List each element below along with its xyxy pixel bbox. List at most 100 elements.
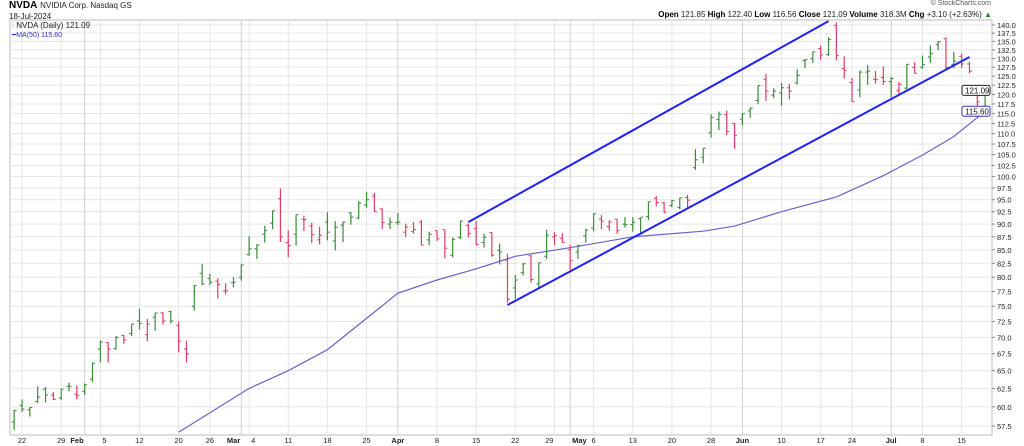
ohlc-bar xyxy=(43,386,49,403)
ohlc-bar xyxy=(779,82,785,106)
ohlc-bar xyxy=(348,212,354,225)
ohlc-bar xyxy=(191,285,197,311)
y-tick-label: 95.0 xyxy=(997,196,1012,205)
ohlc-bar xyxy=(426,231,432,246)
y-tick-label: 127.5 xyxy=(997,63,1016,72)
ohlc-stats: Open 121.85 High 122.40 Low 116.56 Close… xyxy=(658,10,992,19)
x-tick-label: 22 xyxy=(511,436,519,445)
ohlc-bars xyxy=(11,22,988,430)
y-tick-label: 120.0 xyxy=(997,90,1016,99)
ohlc-bar xyxy=(880,66,886,85)
y-tick-label: 87.5 xyxy=(997,233,1012,242)
ohlc-bar xyxy=(411,222,417,234)
ohlc-bar xyxy=(230,277,236,288)
high-value: 122.40 xyxy=(727,10,753,19)
ohlc-bar xyxy=(97,340,103,363)
ohlc-bar xyxy=(301,215,307,232)
ma50-layer xyxy=(178,110,986,433)
y-tick-label: 135.0 xyxy=(997,37,1016,46)
close-label: Close xyxy=(798,10,821,19)
ohlc-bar xyxy=(113,336,119,350)
ohlc-bar xyxy=(583,228,589,243)
ohlc-bar xyxy=(105,341,111,363)
ohlc-bar xyxy=(794,69,800,85)
ohlc-bar xyxy=(559,233,565,243)
ohlc-bar xyxy=(66,382,72,392)
company-name: NVIDIA Corp. Nasdaq GS xyxy=(40,1,132,10)
ohlc-bar xyxy=(598,215,604,230)
trendlines xyxy=(467,20,970,306)
y-tick-label: 112.5 xyxy=(997,120,1015,129)
x-tick-label: Jul xyxy=(886,436,897,445)
ohlc-bar xyxy=(324,212,330,241)
ma50-line xyxy=(178,110,986,433)
ohlc-bar xyxy=(481,233,487,248)
chart-date: 18-Jul-2024 xyxy=(9,12,52,21)
ma-badge: 115.60 xyxy=(965,107,989,116)
price-axis: 57.5 60.0 62.5 65.0 67.5 70.0 72.5 75.0 77.5 80.0… xyxy=(961,21,1016,431)
chg-value: +3.10 (+2.63%) xyxy=(926,10,982,19)
ohlc-bar xyxy=(50,392,56,401)
ohlc-bar xyxy=(58,388,64,401)
ohlc-bar xyxy=(473,221,479,246)
low-label: Low xyxy=(754,10,771,19)
x-tick-label: 15 xyxy=(472,436,480,445)
ohlc-bar xyxy=(332,221,338,251)
ohlc-bar xyxy=(896,81,902,95)
ohlc-bar xyxy=(685,195,691,209)
y-tick-label: 110.0 xyxy=(997,130,1015,139)
y-tick-label: 122.5 xyxy=(997,81,1016,90)
ohlc-bar xyxy=(371,193,377,213)
ohlc-bar xyxy=(700,147,706,164)
date-axis: 22 29 Feb 5 12 20 26 Mar 4 11 18 25 Apr 8 15 22 29 May 6 13… xyxy=(18,436,966,445)
x-tick-label: 5 xyxy=(102,436,106,445)
legend-price-text: NVDA (Daily) 121.09 xyxy=(16,21,91,30)
x-tick-label: 20 xyxy=(174,436,182,445)
open-label: Open xyxy=(658,10,679,19)
y-tick-label: 107.5 xyxy=(997,140,1016,149)
ohlc-bar xyxy=(364,191,370,208)
y-tick-label: 102.5 xyxy=(997,161,1016,170)
ohlc-bar xyxy=(465,223,471,238)
ohlc-bar xyxy=(136,308,142,330)
last-price-badge: 121.09 xyxy=(965,86,990,95)
ma-badge-box xyxy=(961,105,991,117)
ohlc-bar xyxy=(176,321,182,353)
y-tick-label: 90.0 xyxy=(997,220,1012,229)
y-tick-label: 125.0 xyxy=(997,72,1016,81)
x-tick-label: 10 xyxy=(777,436,785,445)
grid xyxy=(9,19,993,436)
x-tick-label: Apr xyxy=(391,436,404,445)
x-tick-label: 29 xyxy=(545,436,553,445)
y-tick-label: 97.5 xyxy=(997,184,1012,193)
ohlc-bar xyxy=(802,59,808,69)
ohlc-bar xyxy=(309,222,315,244)
ohlc-bar xyxy=(489,232,495,257)
last-price-badge-box xyxy=(961,84,991,96)
ohlc-bar xyxy=(528,255,534,283)
y-tick-label: 115.0 xyxy=(997,110,1015,119)
x-tick-label: 11 xyxy=(284,436,292,445)
ohlc-bar xyxy=(927,45,933,63)
y-tick-label: 70.0 xyxy=(997,333,1012,342)
ohlc-bar xyxy=(591,213,597,232)
ohlc-bar xyxy=(277,188,283,242)
ohlc-bar xyxy=(536,262,542,288)
copyright: © StockCharts.com xyxy=(930,0,991,7)
ohlc-bar xyxy=(293,214,299,246)
ohlc-bar xyxy=(716,111,722,130)
ohlc-bar xyxy=(512,274,518,300)
ohlc-bar xyxy=(183,340,189,363)
y-tick-label: 80.0 xyxy=(997,273,1012,282)
ohlc-bar xyxy=(270,210,276,230)
ohlc-bar xyxy=(168,310,174,324)
ohlc-bar xyxy=(418,220,424,246)
y-tick-label: 60.0 xyxy=(997,403,1012,412)
legend-price: ⫶ NVDA (Daily) 121.09 xyxy=(12,21,90,31)
ohlc-bar xyxy=(387,217,393,230)
y-tick-label: 57.5 xyxy=(997,422,1012,431)
symbol: NVDA xyxy=(9,0,38,11)
ohlc-bar xyxy=(356,201,362,220)
ohlc-bar xyxy=(238,264,244,281)
ohlc-bar xyxy=(645,201,651,221)
